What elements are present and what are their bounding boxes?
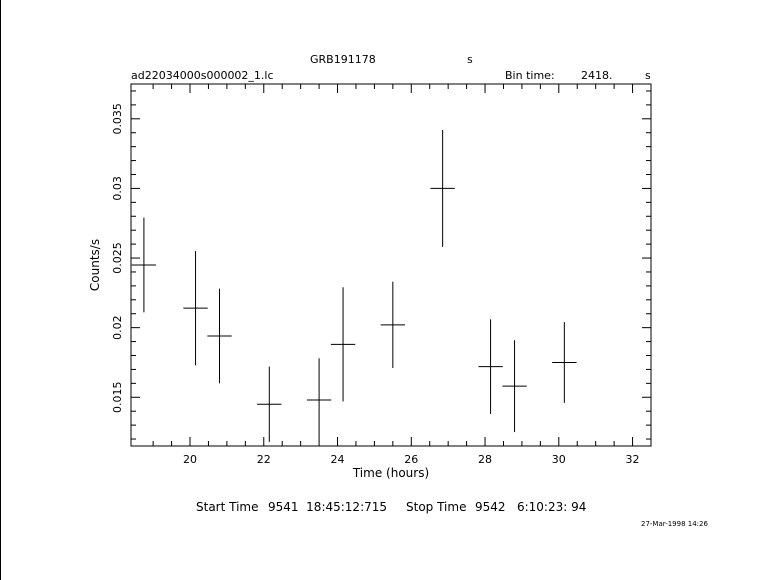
y-tick-label: 0.03 [111,176,124,201]
bin-time-value: 2418. [581,69,613,82]
x-tick-label: 26 [404,453,418,466]
data-point [183,251,208,366]
x-tick-label: 20 [183,453,197,466]
y-axis-label: Counts/s [88,239,102,291]
data-point [430,129,455,247]
stop-time-label: Stop Time [406,500,467,514]
start-time-value: 9541 18:45:12:715 [268,500,388,514]
y-tick-label: 0.02 [111,315,124,340]
start-time-label: Start Time [196,500,259,514]
bin-time-unit: s [645,69,651,82]
x-tick-label: 24 [331,453,345,466]
file-name: ad22034000s000002_1.lc [131,69,274,82]
stop-time-value: 9542 6:10:23: 94 [475,500,587,514]
data-point [330,287,356,402]
data-point [502,340,527,433]
data-point [552,322,577,403]
x-tick-label: 32 [626,453,640,466]
bin-time-label: Bin time: [505,69,555,82]
x-tick-label: 28 [478,453,492,466]
y-tick-label: 0.015 [111,382,124,414]
data-point [306,358,332,442]
x-tick-label: 22 [257,453,271,466]
data-points [131,129,577,442]
plot-timestamp: 27-Mar-1998 14:26 [641,520,708,528]
object-name: GRB191178 [310,53,376,66]
data-point [257,366,282,442]
y-tick-label: 0.035 [111,103,124,135]
left-edge-rule [0,0,1,580]
data-point [207,288,232,384]
plot-frame [130,83,652,447]
data-point [380,281,406,369]
axis-tick-labels: 20 22 24 26 28 30 32 0.015 0.02 0.025 0.03 0.035 [111,103,640,466]
y-tick-label: 0.025 [111,242,124,274]
x-tick-label: 30 [552,453,566,466]
data-point [131,217,157,313]
x-axis-label: Time (hours) [352,466,429,480]
axis-ticks [131,84,651,446]
data-point [478,319,503,414]
object-unit: s [467,53,473,66]
